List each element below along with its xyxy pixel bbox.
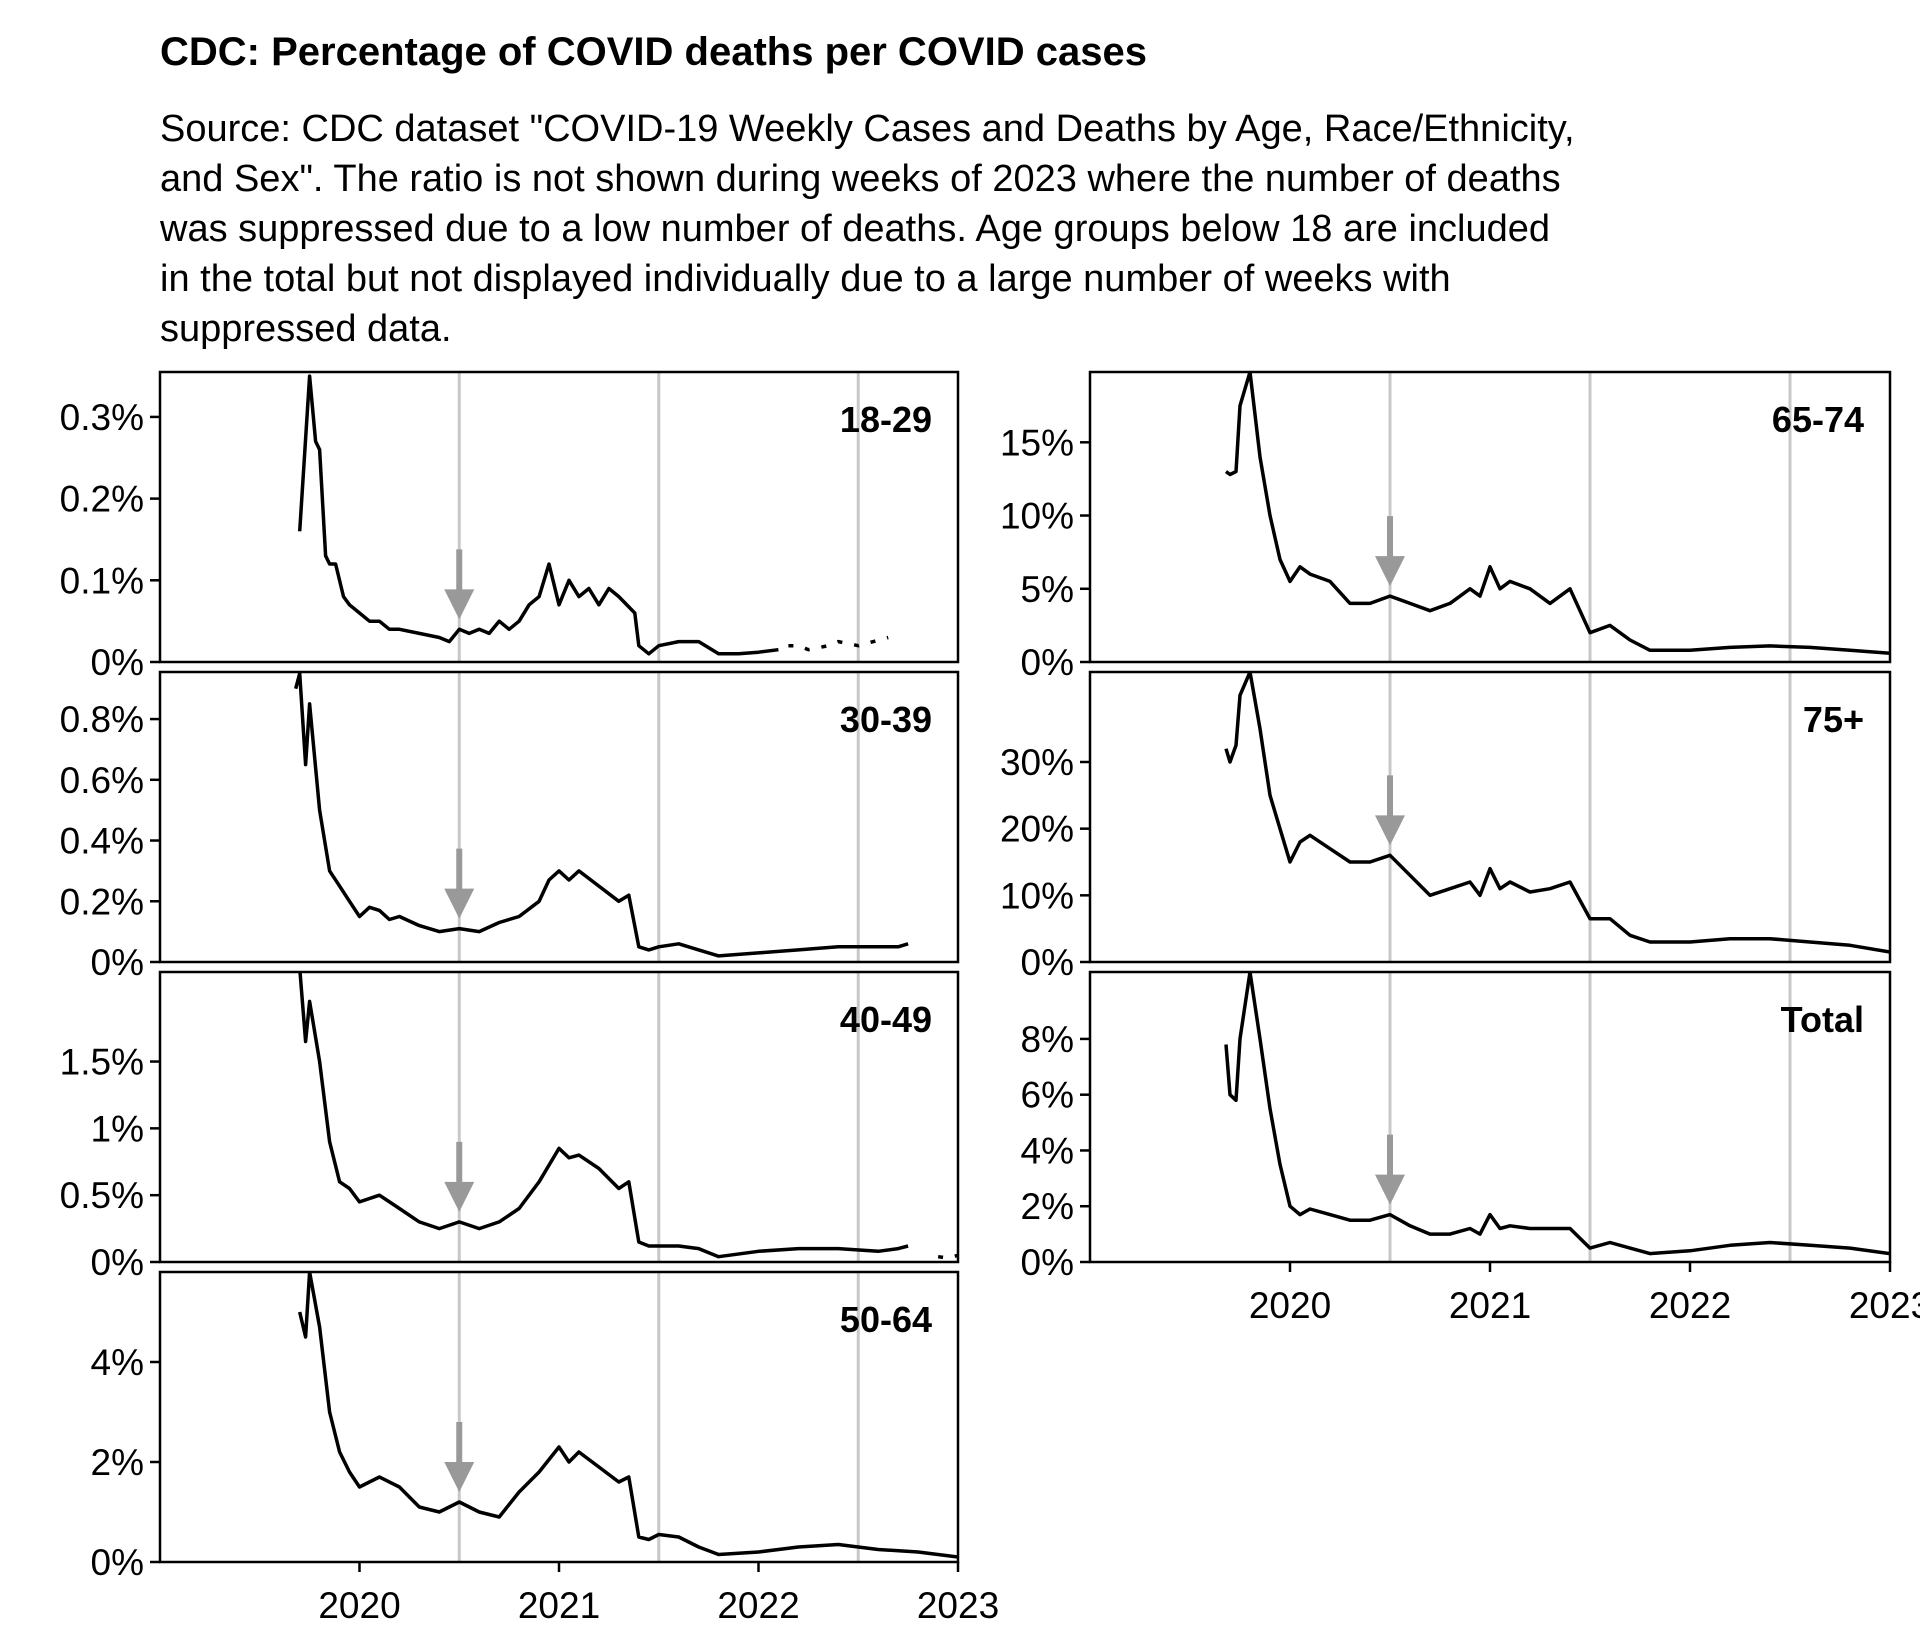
series-line-30-39 xyxy=(294,672,909,958)
series-line-65-74 xyxy=(1224,372,1890,656)
x-tick-label: 2021 xyxy=(518,1585,600,1626)
annotation-arrow xyxy=(1375,1134,1405,1205)
y-tick-label: 0.4% xyxy=(60,821,144,862)
y-tick-label: 15% xyxy=(1000,422,1074,463)
y-tick-label: 0.5% xyxy=(60,1175,144,1216)
panel-frame xyxy=(158,970,960,1264)
y-tick-label: 10% xyxy=(1000,875,1074,916)
y-tick-label: 0% xyxy=(91,642,144,683)
y-tick-label: 30% xyxy=(1000,742,1074,783)
panel-frame xyxy=(158,370,960,664)
y-tick-label: 10% xyxy=(1000,496,1074,537)
y-tick-label: 0% xyxy=(91,1542,144,1583)
y-tick-label: 0.2% xyxy=(60,881,144,922)
y-tick-label: 0% xyxy=(91,1242,144,1283)
panel-40-49: 0% 0.5% 1% 1.5% 40-49 xyxy=(60,970,960,1283)
y-tick-label: 0% xyxy=(1021,642,1074,683)
x-tick-label: 2021 xyxy=(1449,1285,1531,1326)
annotation-arrow xyxy=(444,848,475,919)
y-tick-label: 6% xyxy=(1021,1075,1074,1116)
series-fragments-18-29 xyxy=(788,635,889,652)
panel-label: 30-39 xyxy=(840,699,932,740)
panel-frame xyxy=(158,1270,960,1564)
panel-18-29: 0% 0.1% 0.2% 0.3% 18-29 xyxy=(60,370,960,683)
panel-label: 40-49 xyxy=(840,999,932,1040)
y-tick-label: 2% xyxy=(91,1442,144,1483)
y-tick-label: 0.2% xyxy=(60,479,144,520)
panel-frame xyxy=(158,670,960,964)
series-fragments-40-49 xyxy=(937,1253,958,1260)
panel-frame xyxy=(1088,670,1892,964)
y-tick-label: 0.3% xyxy=(60,397,144,438)
y-tick-label: 8% xyxy=(1021,1019,1074,1060)
x-tick-label: 2023 xyxy=(917,1585,999,1626)
x-tick-label: 2022 xyxy=(1649,1285,1731,1326)
panel-label: 50-64 xyxy=(840,1299,932,1340)
panel-50-64: 0% 2% 4% 50-64 2020 2021 2022 2023 xyxy=(91,1270,999,1626)
series-line-18-29 xyxy=(297,374,779,656)
y-tick-label: 4% xyxy=(91,1342,144,1383)
arrow-head xyxy=(444,1462,475,1492)
panel-frame xyxy=(1088,970,1892,1264)
x-tick-label: 2023 xyxy=(1849,1285,1920,1326)
y-tick-label: 0% xyxy=(1021,942,1074,983)
annotation-arrow xyxy=(1375,516,1405,587)
chart-title: CDC: Percentage of COVID deaths per COVI… xyxy=(160,30,1147,74)
series-line-Total xyxy=(1224,972,1890,1256)
annotation-arrow xyxy=(444,1141,475,1212)
arrow-head xyxy=(1375,815,1405,846)
panel-65-74: 0% 5% 10% 15% 65-74 xyxy=(1000,370,1892,683)
y-tick-label: 4% xyxy=(1021,1130,1074,1171)
y-tick-label: 20% xyxy=(1000,809,1074,850)
panel-Total: 0% 2% 4% 6% 8% Total 2020 2021 2022 2023 xyxy=(1021,970,1920,1326)
panel-75+: 0% 10% 20% 30% 75+ xyxy=(1000,670,1892,983)
panel-label: 18-29 xyxy=(840,399,932,440)
arrow-head xyxy=(444,888,475,919)
y-tick-label: 0.6% xyxy=(60,760,144,801)
y-tick-label: 2% xyxy=(1021,1186,1074,1227)
panel-label: Total xyxy=(1781,999,1864,1040)
panel-label: 65-74 xyxy=(1772,399,1864,440)
y-tick-label: 0.1% xyxy=(60,560,144,601)
chart-subtitle: Source: CDC dataset "COVID-19 Weekly Cas… xyxy=(160,108,1575,350)
arrow-head xyxy=(1375,556,1405,587)
annotation-arrow xyxy=(444,1422,475,1492)
y-tick-label: 1.5% xyxy=(60,1042,144,1083)
series-line-50-64 xyxy=(297,1272,958,1559)
annotation-arrow xyxy=(1375,775,1405,846)
panel-label: 75+ xyxy=(1803,699,1864,740)
x-tick-label: 2020 xyxy=(318,1585,400,1626)
panel-frame xyxy=(1088,370,1892,664)
arrow-head xyxy=(444,1181,475,1212)
y-tick-label: 0.8% xyxy=(60,699,144,740)
x-tick-label: 2022 xyxy=(717,1585,799,1626)
y-tick-label: 0% xyxy=(1021,1242,1074,1283)
y-tick-label: 0% xyxy=(91,942,144,983)
series-line-75+ xyxy=(1224,672,1890,954)
x-tick-label: 2020 xyxy=(1249,1285,1331,1326)
series-line-40-49 xyxy=(298,972,909,1259)
y-tick-label: 1% xyxy=(91,1108,144,1149)
arrow-head xyxy=(444,589,475,620)
y-tick-label: 5% xyxy=(1021,569,1074,610)
annotation-arrow xyxy=(444,549,475,620)
panel-30-39: 0% 0.2% 0.4% 0.6% 0.8% 30-39 xyxy=(60,670,960,983)
arrow-head xyxy=(1375,1174,1405,1205)
